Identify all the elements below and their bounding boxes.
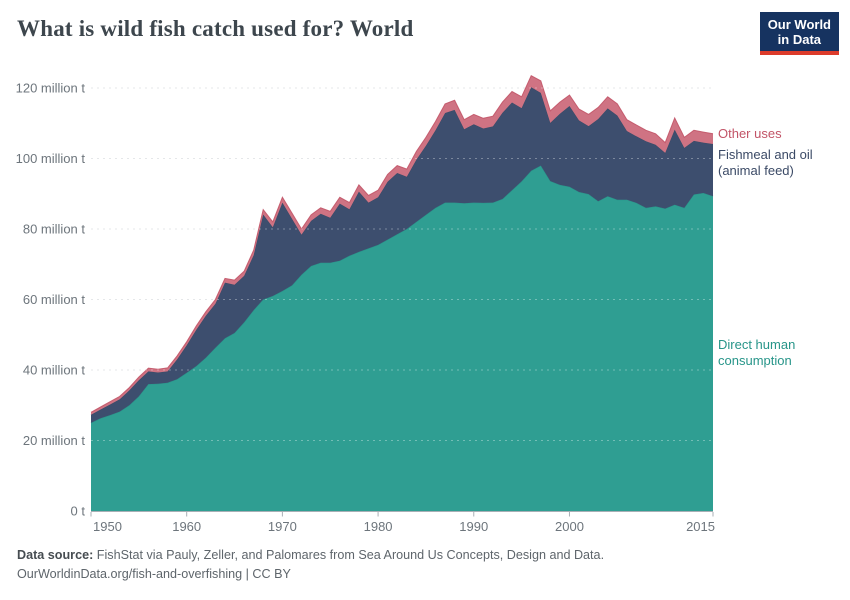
y-axis-tick-label: 40 million t — [23, 363, 86, 378]
x-axis-tick-label: 2000 — [555, 519, 584, 534]
legend-label: consumption — [718, 353, 792, 368]
y-axis-tick-label: 20 million t — [23, 433, 86, 448]
owid-logo-line2: in Data — [777, 32, 822, 47]
x-axis-tick-label: 2015 — [686, 519, 715, 534]
area-fishmeal-and-oil-animal-feed[interactable] — [91, 87, 713, 423]
legend-label: Fishmeal and oil — [718, 147, 813, 162]
area-direct-human-consumption[interactable] — [91, 165, 713, 511]
y-axis-tick-label: 120 million t — [16, 81, 86, 96]
x-axis-tick-label: 1990 — [459, 519, 488, 534]
footer-license-line[interactable]: OurWorldinData.org/fish-and-overfishing … — [17, 567, 291, 581]
y-axis-tick-label: 80 million t — [23, 222, 86, 237]
owid-logo-line1: Our World — [767, 17, 831, 32]
footer-source-label: Data source: — [17, 548, 94, 562]
footer-source-text: FishStat via Pauly, Zeller, and Palomare… — [96, 548, 605, 562]
footer: Data source: FishStat via Pauly, Zeller,… — [17, 546, 797, 584]
y-axis-tick-label: 60 million t — [23, 292, 86, 307]
page-title: What is wild fish catch used for? World — [17, 16, 414, 41]
x-axis-tick-label: 1980 — [364, 519, 393, 534]
owid-logo[interactable]: Our World in Data — [759, 12, 839, 55]
y-axis-tick-label: 100 million t — [16, 151, 86, 166]
x-axis-tick-label: 1950 — [93, 519, 122, 534]
legend-label: Other uses — [718, 126, 782, 141]
legend-item-fishmeal-and-oil[interactable]: Fishmeal and oil (animal feed) — [718, 147, 844, 179]
x-axis-tick-label: 1960 — [172, 519, 201, 534]
legend-label: (animal feed) — [718, 163, 794, 178]
legend-item-direct-human-consumption[interactable]: Direct human consumption — [718, 337, 844, 369]
y-axis-tick-label: 0 t — [71, 504, 86, 519]
legend-label: Direct human — [718, 337, 796, 352]
legend-item-other-uses[interactable]: Other uses — [718, 126, 844, 142]
area-line-other-uses — [90, 75, 714, 413]
x-axis-tick-label: 1970 — [268, 519, 297, 534]
footer-source-line: Data source: FishStat via Pauly, Zeller,… — [17, 546, 797, 565]
